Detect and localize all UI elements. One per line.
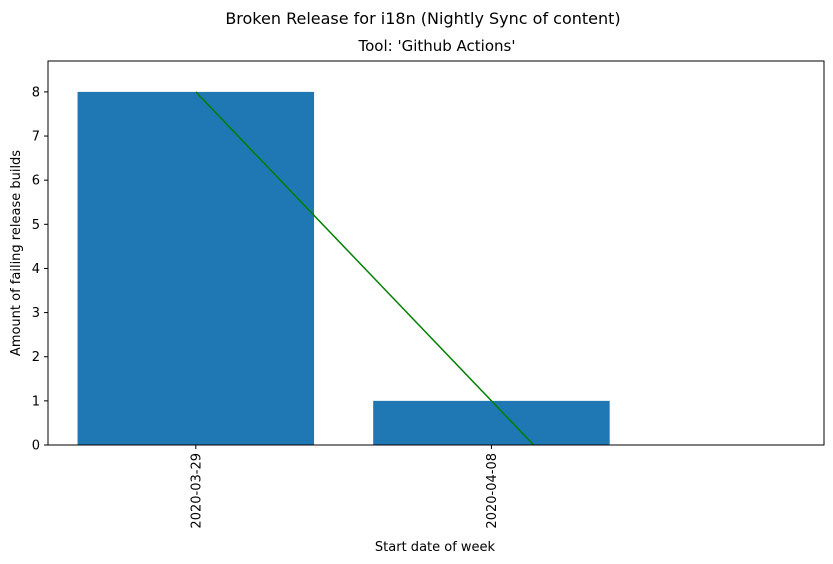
y-tick-label: 5 xyxy=(32,218,40,233)
y-tick-label: 8 xyxy=(32,85,40,100)
x-tick-label: 2020-03-29 xyxy=(189,453,204,529)
chart-subtitle: Tool: 'Github Actions' xyxy=(358,37,516,55)
plot-frame xyxy=(47,60,825,446)
bars-group xyxy=(77,91,610,446)
chart-title: Broken Release for i18n (Nightly Sync of… xyxy=(225,9,620,28)
y-tick-label: 0 xyxy=(32,439,40,454)
trend-line xyxy=(195,91,535,446)
y-tick-label: 3 xyxy=(32,306,40,321)
trend-line-group xyxy=(195,91,535,446)
y-tick-label: 2 xyxy=(32,350,40,365)
y-axis: 0 1 2 3 4 5 6 7 8 xyxy=(32,85,48,454)
y-tick-label: 7 xyxy=(32,130,40,145)
bar-2020-03-29 xyxy=(77,91,315,446)
y-tick-label: 6 xyxy=(32,174,40,189)
x-tick-label: 2020-04-08 xyxy=(485,453,500,529)
y-axis-label: Amount of failing release builds xyxy=(9,150,24,356)
y-tick-label: 1 xyxy=(32,394,40,409)
x-axis-label: Start date of week xyxy=(375,540,496,555)
y-tick-label: 4 xyxy=(32,262,40,277)
bar-2020-04-08 xyxy=(373,400,610,445)
x-axis: 2020-03-29 2020-04-08 xyxy=(189,445,500,529)
